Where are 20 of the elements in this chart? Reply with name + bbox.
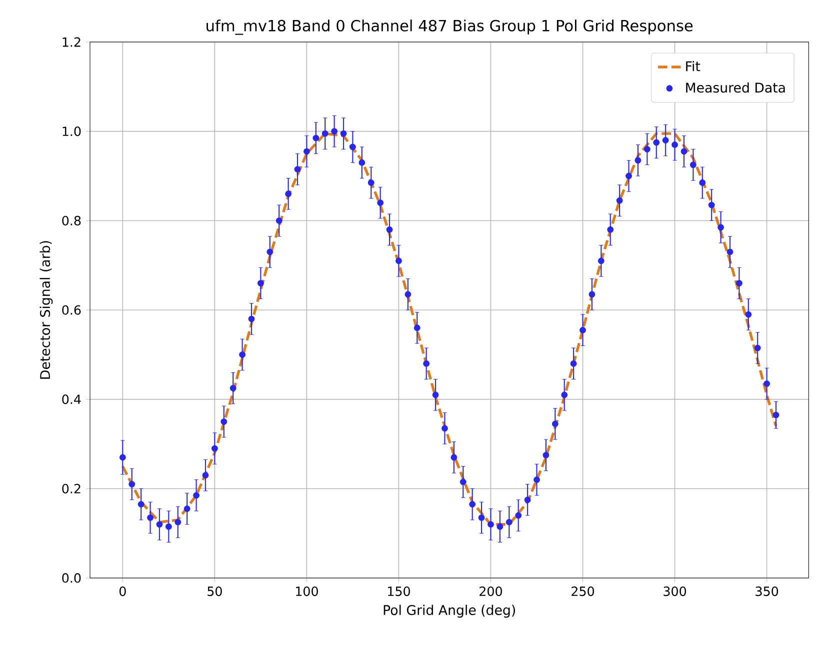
y-tick-label: 0.8 — [62, 216, 81, 226]
x-tick-label: 350 — [756, 586, 778, 596]
x-tick-label: 50 — [208, 586, 222, 596]
y-tick-label: 1.2 — [62, 37, 80, 47]
y-tick-label: 0.0 — [62, 573, 81, 583]
y-tick-label: 0.6 — [62, 305, 81, 315]
y-tick-label: 0.2 — [62, 484, 80, 494]
x-tick-label: 250 — [572, 586, 594, 596]
legend-label: Measured Data — [686, 82, 785, 93]
x-tick-label: 0 — [119, 586, 126, 596]
chart-title: ufm_mv18 Band 0 Channel 487 Bias Group 1 Pol Grid Response — [206, 20, 693, 35]
legend-label: Fit — [686, 60, 700, 72]
x-tick-label: 200 — [480, 586, 502, 596]
y-tick-label: 1.0 — [62, 126, 81, 136]
x-tick-label: 300 — [664, 586, 686, 596]
y-tick-label: 0.4 — [62, 394, 81, 404]
x-tick-label: 150 — [388, 586, 410, 596]
x-tick-label: 100 — [296, 586, 318, 596]
x-axis-title: Pol Grid Angle (deg) — [384, 604, 515, 618]
y-axis-title: Detector Signal (arb) — [40, 241, 53, 379]
